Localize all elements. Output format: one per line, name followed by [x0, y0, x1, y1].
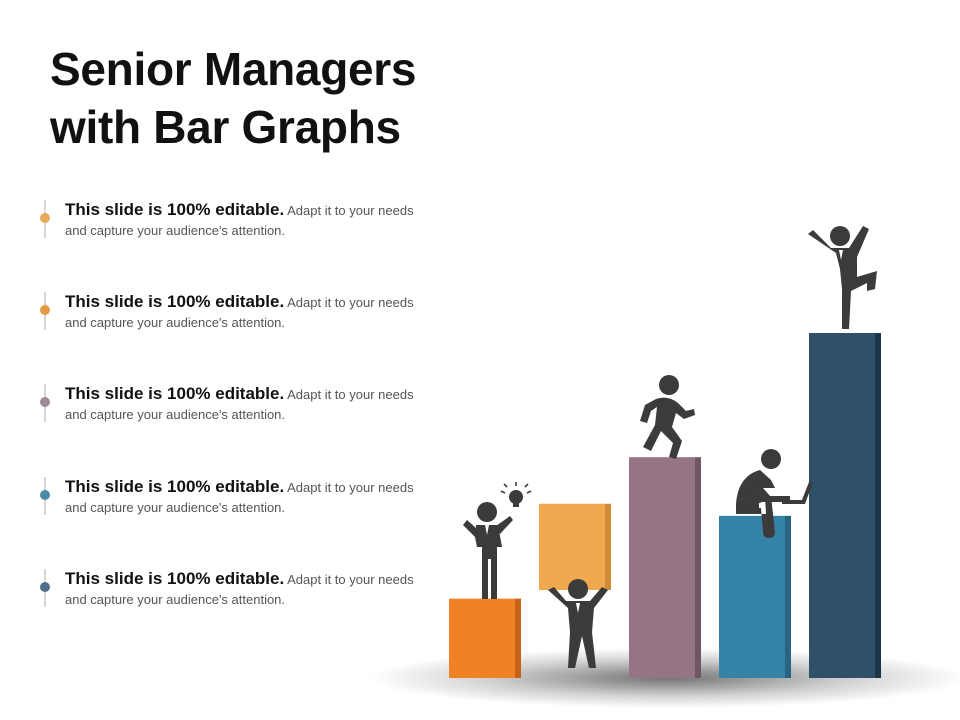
- list-item-body: Adapt it to your needs and capture your …: [65, 295, 414, 330]
- title-line-1: Senior Managers: [50, 43, 417, 95]
- bar-4: [719, 515, 785, 678]
- bar-side-5: [875, 333, 881, 678]
- title-line-2: with Bar Graphs: [50, 101, 401, 153]
- bar-1: [449, 598, 515, 678]
- list-item-text: This slide is 100% editable. Adapt it to…: [65, 477, 425, 518]
- list-item-text: This slide is 100% editable. Adapt it to…: [65, 200, 425, 241]
- list-item-bold: This slide is 100% editable.: [65, 292, 285, 311]
- bullet-dot: [40, 490, 50, 500]
- bar-3: [629, 457, 695, 678]
- bullet-dot: [40, 305, 50, 315]
- bar-side-3: [695, 457, 701, 678]
- list-item-bold: This slide is 100% editable.: [65, 200, 285, 219]
- list-item-bold: This slide is 100% editable.: [65, 384, 285, 403]
- bullet-dot: [40, 213, 50, 223]
- bar-2: [539, 503, 605, 590]
- list-item-text: This slide is 100% editable. Adapt it to…: [65, 292, 425, 333]
- list-item-body: Adapt it to your needs and capture your …: [65, 480, 414, 515]
- list-item-body: Adapt it to your needs and capture your …: [65, 203, 414, 238]
- bar-5: [809, 333, 875, 678]
- list-item-bold: This slide is 100% editable.: [65, 569, 285, 588]
- celebrating-man-icon: [808, 226, 877, 329]
- bullet-dot: [40, 397, 50, 407]
- bar-side-4: [785, 515, 791, 678]
- lifting-man-icon: [548, 579, 608, 668]
- running-man-icon: [640, 375, 695, 459]
- list-item-text: This slide is 100% editable. Adapt it to…: [65, 569, 425, 610]
- list-item-text: This slide is 100% editable. Adapt it to…: [65, 384, 425, 425]
- list-item-bold: This slide is 100% editable.: [65, 477, 285, 496]
- bullet-dot: [40, 582, 50, 592]
- idea-man-icon: [463, 482, 532, 599]
- bar-side-1: [515, 598, 521, 678]
- list-item-body: Adapt it to your needs and capture your …: [65, 572, 414, 607]
- list-item-body: Adapt it to your needs and capture your …: [65, 387, 414, 422]
- bar-side-2: [605, 503, 611, 590]
- bars-group: [449, 333, 881, 678]
- page-title: Senior Managers with Bar Graphs: [50, 40, 416, 156]
- laptop-man-icon: [736, 449, 813, 538]
